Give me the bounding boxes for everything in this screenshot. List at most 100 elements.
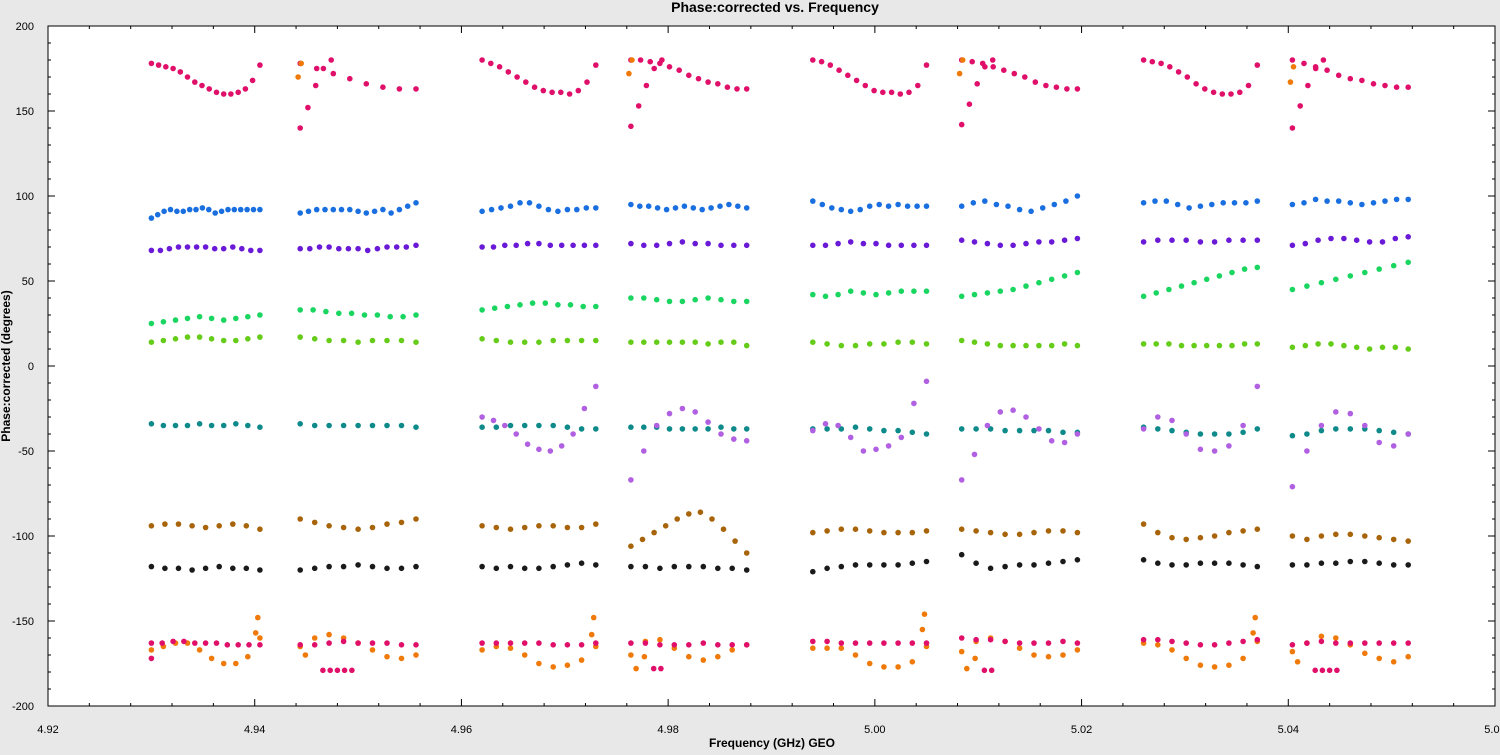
data-point [906, 89, 912, 96]
data-point [175, 244, 182, 250]
data-point [1289, 344, 1296, 351]
data-point [1376, 439, 1382, 446]
data-point [692, 426, 698, 432]
data-point [1060, 638, 1066, 645]
data-point [172, 336, 179, 342]
plot-area [47, 25, 1496, 707]
data-point [199, 82, 205, 89]
data-point [202, 640, 209, 646]
data-point [847, 434, 854, 441]
data-point [898, 242, 905, 249]
data-point [1312, 667, 1318, 674]
data-point [230, 565, 236, 572]
data-point [1347, 531, 1354, 538]
data-point [651, 65, 657, 72]
data-point [404, 203, 411, 209]
data-point [1304, 562, 1310, 568]
data-point [629, 57, 635, 63]
data-point [628, 640, 634, 646]
data-point [536, 523, 542, 529]
data-point [1031, 562, 1037, 568]
data-point [810, 427, 816, 434]
data-point [550, 664, 556, 670]
data-point [1053, 84, 1060, 90]
data-point [1074, 529, 1081, 536]
data-point [507, 645, 514, 651]
data-point [1197, 534, 1204, 541]
data-point [1155, 426, 1161, 432]
data-point [550, 422, 556, 429]
data-point [479, 563, 485, 570]
data-point [154, 211, 161, 218]
data-point [923, 431, 930, 437]
data-point [923, 528, 930, 534]
data-point [1197, 446, 1204, 453]
data-point [593, 337, 599, 344]
data-point [320, 667, 326, 674]
data-point [413, 563, 419, 570]
data-point [964, 665, 970, 672]
data-point [148, 647, 155, 653]
data-point [254, 614, 261, 621]
data-point [536, 203, 542, 209]
data-point [364, 247, 371, 254]
data-point [1341, 342, 1347, 349]
data-point [1155, 237, 1161, 243]
x-axis-label: Frequency (GHz) GEO [709, 736, 835, 750]
data-point [958, 551, 965, 558]
data-point [1241, 341, 1248, 347]
data-point [1048, 239, 1055, 245]
data-point [731, 426, 737, 432]
data-point [651, 529, 657, 536]
data-point [297, 210, 304, 216]
data-point [1060, 429, 1066, 436]
data-point [1376, 427, 1382, 434]
data-point [666, 339, 673, 346]
data-point [982, 198, 988, 204]
data-point [1405, 538, 1411, 544]
data-point [1163, 198, 1170, 204]
data-point [911, 288, 917, 295]
data-point [904, 203, 911, 209]
data-point [1347, 640, 1354, 646]
data-point [987, 529, 994, 536]
data-point [504, 303, 511, 310]
data-point [413, 86, 419, 92]
data-point [923, 288, 930, 295]
data-point [257, 642, 263, 648]
data-point [984, 290, 991, 296]
data-point [1289, 432, 1296, 439]
data-point [1023, 283, 1029, 289]
data-point [1382, 82, 1388, 89]
data-point [671, 642, 678, 648]
data-point [822, 421, 829, 427]
data-point [642, 640, 649, 646]
data-point [1231, 200, 1238, 206]
data-point [1140, 57, 1147, 63]
data-point [245, 336, 251, 342]
data-point [1301, 60, 1307, 67]
data-point [852, 424, 859, 431]
data-point [245, 313, 251, 320]
data-point [1362, 422, 1368, 429]
data-point [581, 242, 588, 249]
data-point [479, 57, 485, 63]
data-point [540, 87, 547, 94]
data-point [196, 421, 203, 427]
data-point [866, 203, 873, 209]
data-point [170, 65, 176, 72]
data-point [1211, 431, 1218, 437]
data-point [1359, 77, 1365, 84]
data-point [202, 244, 209, 250]
data-point [155, 62, 162, 68]
data-point [628, 543, 634, 549]
data-point [641, 448, 647, 454]
data-point [731, 436, 737, 442]
data-point [824, 565, 830, 572]
data-point [715, 642, 721, 648]
data-point [835, 291, 841, 298]
data-point [243, 523, 250, 529]
data-point [174, 208, 180, 215]
data-point [211, 245, 218, 252]
data-point [1302, 240, 1309, 247]
